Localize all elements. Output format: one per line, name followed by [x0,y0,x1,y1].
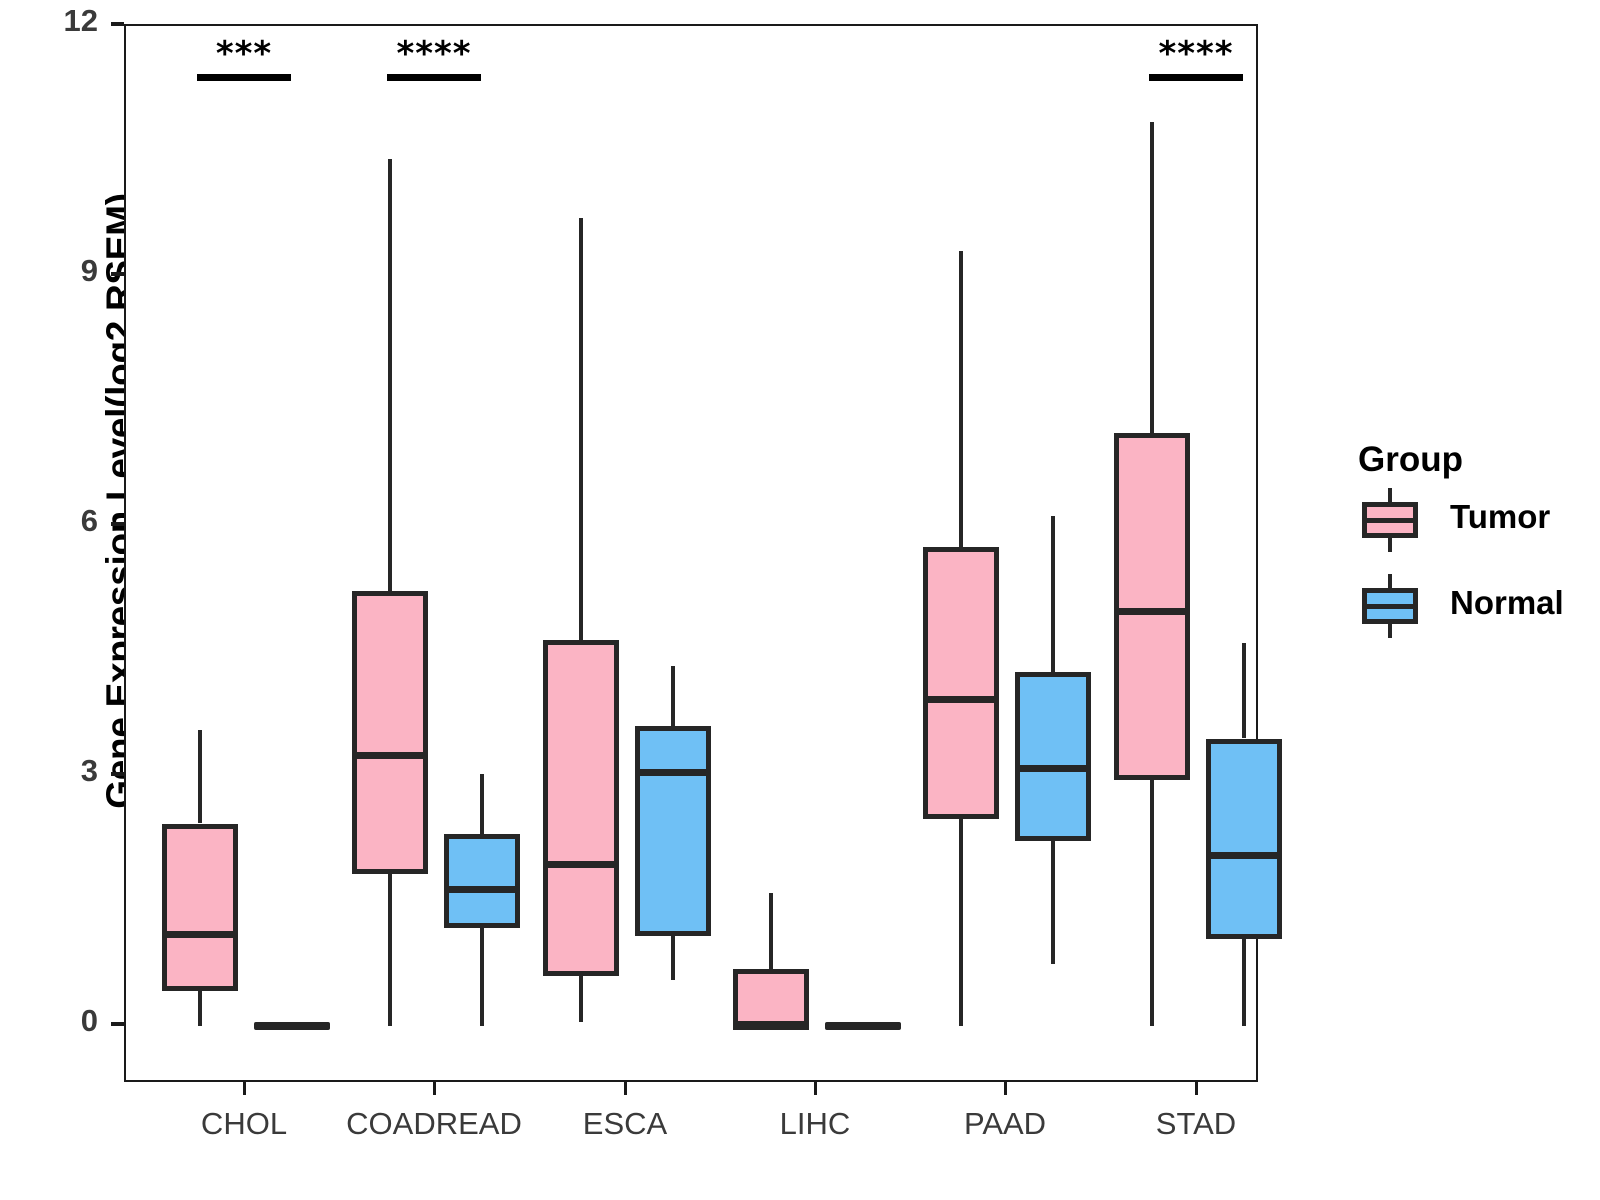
box-tumor-coadread [352,591,428,875]
x-axis-tick-mark [624,1082,627,1095]
x-axis-tick-mark [243,1082,246,1095]
whisker-upper [959,251,963,547]
significance-stars-stad: **** [1158,34,1234,74]
whisker-lower [1051,841,1055,964]
whisker-lower [480,927,484,1026]
significance-bar-stad [1149,74,1243,81]
significance-bar-coadread [387,74,481,81]
x-axis-tick-label-coadread: COADREAD [346,1106,522,1141]
legend-items: Tumor Normal [1322,488,1582,652]
plot-panel [124,24,1282,1082]
median-line [733,1023,809,1030]
legend-label: Normal [1450,584,1564,621]
x-axis-tick-label-lihc: LIHC [779,1106,851,1141]
median-line [162,931,238,939]
x-axis-tick-mark [1004,1082,1007,1095]
legend-key-median [1362,518,1418,523]
whisker-upper [769,892,773,970]
legend-item-normal[interactable]: Normal [1322,574,1582,652]
whisker-upper [388,159,392,591]
plot-area [126,26,1282,1080]
legend-item-tumor[interactable]: Tumor [1322,488,1582,566]
legend-key-whisker-bottom [1388,624,1392,638]
whisker-upper [671,666,675,726]
box-normal-stad [1206,738,1282,939]
significance-stars-chol: *** [215,34,273,74]
y-axis-tick-label: 6 [80,503,98,538]
median-line [352,752,428,760]
median-line [1206,852,1282,860]
whisker-lower [388,874,392,1026]
y-axis-tick-label: 0 [80,1003,98,1038]
legend-key-whisker-top [1388,488,1392,502]
box-tumor-paad [923,546,999,820]
legend: Group Tumor Normal [1322,440,1582,652]
legend-title: Group [1358,440,1463,479]
median-line [543,860,619,868]
whisker-lower [1150,780,1154,1026]
whisker-lower [959,819,963,1026]
box-normal-lihc [825,1022,901,1030]
whisker-lower [671,936,675,981]
legend-key-median [1362,604,1418,609]
y-axis-tick-label: 12 [63,3,98,38]
legend-key-whisker-bottom [1388,538,1392,552]
significance-stars-coadread: **** [396,34,472,74]
box-tumor-chol [162,823,238,991]
whisker-upper [198,730,202,824]
x-axis-tick-label-esca: ESCA [582,1106,668,1141]
y-axis-tick-mark [111,22,124,26]
y-axis-tick-mark [111,522,124,526]
y-axis-tick-label: 3 [80,753,98,788]
whisker-upper [579,217,583,641]
y-axis-tick-mark [111,1022,124,1026]
median-line [444,885,520,893]
whisker-upper [1150,121,1154,433]
median-line [923,695,999,703]
box-normal-esca [635,726,711,936]
box-tumor-esca [543,640,619,976]
median-line [1114,608,1190,615]
box-normal-paad [1015,671,1091,841]
whisker-upper [1242,642,1246,739]
median-line [1015,764,1091,772]
x-axis-tick-label-stad: STAD [1155,1106,1237,1141]
x-axis-tick-mark [814,1082,817,1095]
x-axis-tick-label-chol: CHOL [200,1106,288,1141]
x-axis-tick-label-paad: PAAD [963,1106,1047,1141]
x-axis-tick-mark [433,1082,436,1095]
whisker-upper [1051,516,1055,672]
y-axis-tick-label: 9 [80,253,98,288]
box-normal-coadread [444,834,520,928]
x-axis-tick-mark [1195,1082,1198,1095]
significance-bar-chol [197,74,291,81]
box-tumor-stad [1114,432,1190,781]
whisker-lower [1242,938,1246,1026]
whisker-lower [579,976,583,1022]
whisker-upper [480,774,484,835]
whisker-lower [198,991,202,1026]
box-tumor-lihc [733,969,809,1026]
y-axis-tick-mark [111,272,124,276]
box-normal-chol [254,1022,330,1030]
legend-key-whisker-top [1388,574,1392,588]
median-line [635,768,711,776]
y-axis-tick-mark [111,772,124,776]
legend-label: Tumor [1450,498,1551,535]
